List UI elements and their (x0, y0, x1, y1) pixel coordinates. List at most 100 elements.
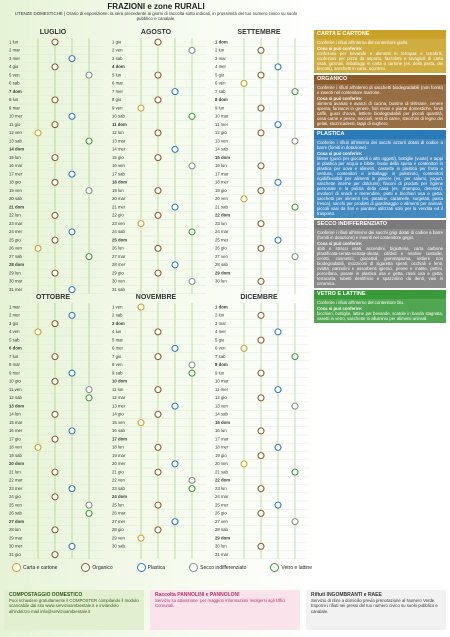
day-label: 21 mer (112, 204, 126, 209)
day-label: 15 ven (112, 420, 126, 425)
day-label: 8 dom (215, 97, 228, 102)
collection-icon (257, 369, 265, 377)
day-label: 12 lun (112, 130, 124, 135)
collection-icon (257, 509, 265, 517)
collection-icon (85, 509, 93, 517)
day-label: 18 dom (112, 180, 127, 185)
footer-title: Rifiuti INGOMBRANTI e RAEE (311, 592, 382, 598)
day-label: 30 sab (112, 544, 126, 549)
collection-icon (188, 476, 196, 484)
day-label: 4 mer (215, 64, 227, 69)
day-label: 22 dom (215, 213, 230, 218)
collection-icon (171, 203, 179, 211)
day-label: 3 dom (112, 321, 125, 326)
day-label: 6 sab (9, 81, 20, 86)
legend-item: Carta e cartone (12, 563, 57, 572)
collection-icon (154, 187, 162, 195)
day-label: 28 gio (112, 527, 124, 532)
section: SECCO INDIFFERENZIATO Conferire i rifiuti… (314, 220, 446, 288)
day-label: 17 mar (215, 171, 229, 176)
day-label: 14 gio (112, 412, 124, 417)
collection-icon (51, 353, 59, 361)
day-label: 17 mar (215, 436, 229, 441)
section-items: blister (gusci per giocattoli o altri og… (317, 156, 443, 216)
day-label: 8 dom (215, 362, 228, 367)
day-label: 19 gio (215, 453, 227, 458)
day-label: 11 lun (112, 387, 124, 392)
day-label: 5 gio (215, 72, 225, 77)
day-label: 4 ven (9, 329, 20, 334)
section-label: Cosa si può conferire: (317, 241, 363, 246)
section: CARTA E CARTONE Conferire i rifiuti all'i… (314, 30, 446, 73)
collection-icon (257, 187, 265, 195)
legend-swatch (136, 563, 146, 572)
collection-icon (257, 336, 265, 344)
collection-icon (68, 228, 76, 236)
day-label: 16 mar (9, 163, 23, 168)
subtitle: UTENZE DOMESTICHE | Orario di esposizion… (14, 11, 298, 21)
title: FRAZIONI e zone RURALI (107, 2, 205, 11)
collection-icon (188, 162, 196, 170)
footer-text: Servizio di ritiro a domicilio previa pr… (311, 598, 438, 614)
day-label: 11 ven (9, 387, 22, 392)
day-label: 18 ven (9, 445, 23, 450)
collection-icon (240, 195, 248, 203)
day-label: 28 sab (215, 262, 229, 267)
collection-icon (188, 228, 196, 236)
section-title: SECCO INDIFFERENZIATO (317, 221, 388, 227)
collection-icon (274, 121, 282, 129)
collection-icon (51, 38, 59, 46)
collection-icon (188, 369, 196, 377)
day-label: 8 gio (112, 97, 122, 102)
day-label: 1 mar (9, 304, 21, 309)
day-label: 26 ven (9, 246, 23, 251)
section-intro: Conferire i rifiuti all'interno del cont… (317, 300, 405, 305)
footer-box: COMPOSTAGGIO DOMESTICO Puoi richiedere g… (4, 590, 144, 630)
day-label: 11 mer (215, 387, 229, 392)
day-label: 16 mer (9, 428, 23, 433)
footer-box: Rifiuti INGOMBRANTI e RAEE Servizio di r… (306, 590, 446, 630)
day-label: 9 lun (215, 370, 225, 375)
day-label: 24 gio (9, 494, 21, 499)
section-body: Conferire i rifiuti all'interno dei sacc… (314, 229, 446, 288)
collection-icon (85, 137, 93, 145)
collection-icon (274, 63, 282, 71)
day-label: 10 sab (112, 114, 126, 119)
collection-icon (291, 468, 299, 476)
day-label: 28 dom (9, 262, 24, 267)
day-label: 2 sab (112, 313, 123, 318)
day-label: 21 lun (9, 469, 21, 474)
section-intro: Conferire i rifiuti all'interno dei sacc… (317, 140, 443, 150)
day-label: 20 sab (9, 196, 23, 201)
header: FRAZIONI e zone RURALI UTENZE DOMESTICHE… (0, 0, 312, 24)
collection-icon (154, 501, 162, 509)
day-label: 8 lun (9, 97, 19, 102)
collection-icon (154, 468, 162, 476)
collection-icon (257, 220, 265, 228)
day-label: 3 mar (215, 321, 227, 326)
month-name: SETTEMBRE (237, 29, 281, 36)
collection-icon (171, 518, 179, 526)
collection-icon (154, 526, 162, 534)
day-label: 26 gio (215, 511, 227, 516)
day-label: 4 gio (9, 64, 19, 69)
collection-icon (154, 38, 162, 46)
collection-icon (291, 88, 299, 96)
collection-icon (291, 518, 299, 526)
day-label: 23 mer (9, 486, 23, 491)
month-name: NOVEMBRE (136, 294, 177, 301)
section-body: Conferire i rifiuti all'interno dei sacc… (314, 139, 446, 218)
day-label: 11 dom (112, 122, 127, 127)
day-label: 28 sab (215, 527, 229, 532)
day-label: 26 sab (9, 511, 23, 516)
day-label: 23 ven (112, 221, 126, 226)
collection-icon (257, 129, 265, 137)
collection-icon (68, 485, 76, 493)
day-label: 3 mer (9, 56, 21, 61)
collection-icon (291, 402, 299, 410)
legend-item: Secco indifferenziato (189, 563, 246, 572)
day-label: 5 mar (112, 337, 124, 342)
collection-icon (257, 104, 265, 112)
day-label: 25 mer (215, 237, 229, 242)
